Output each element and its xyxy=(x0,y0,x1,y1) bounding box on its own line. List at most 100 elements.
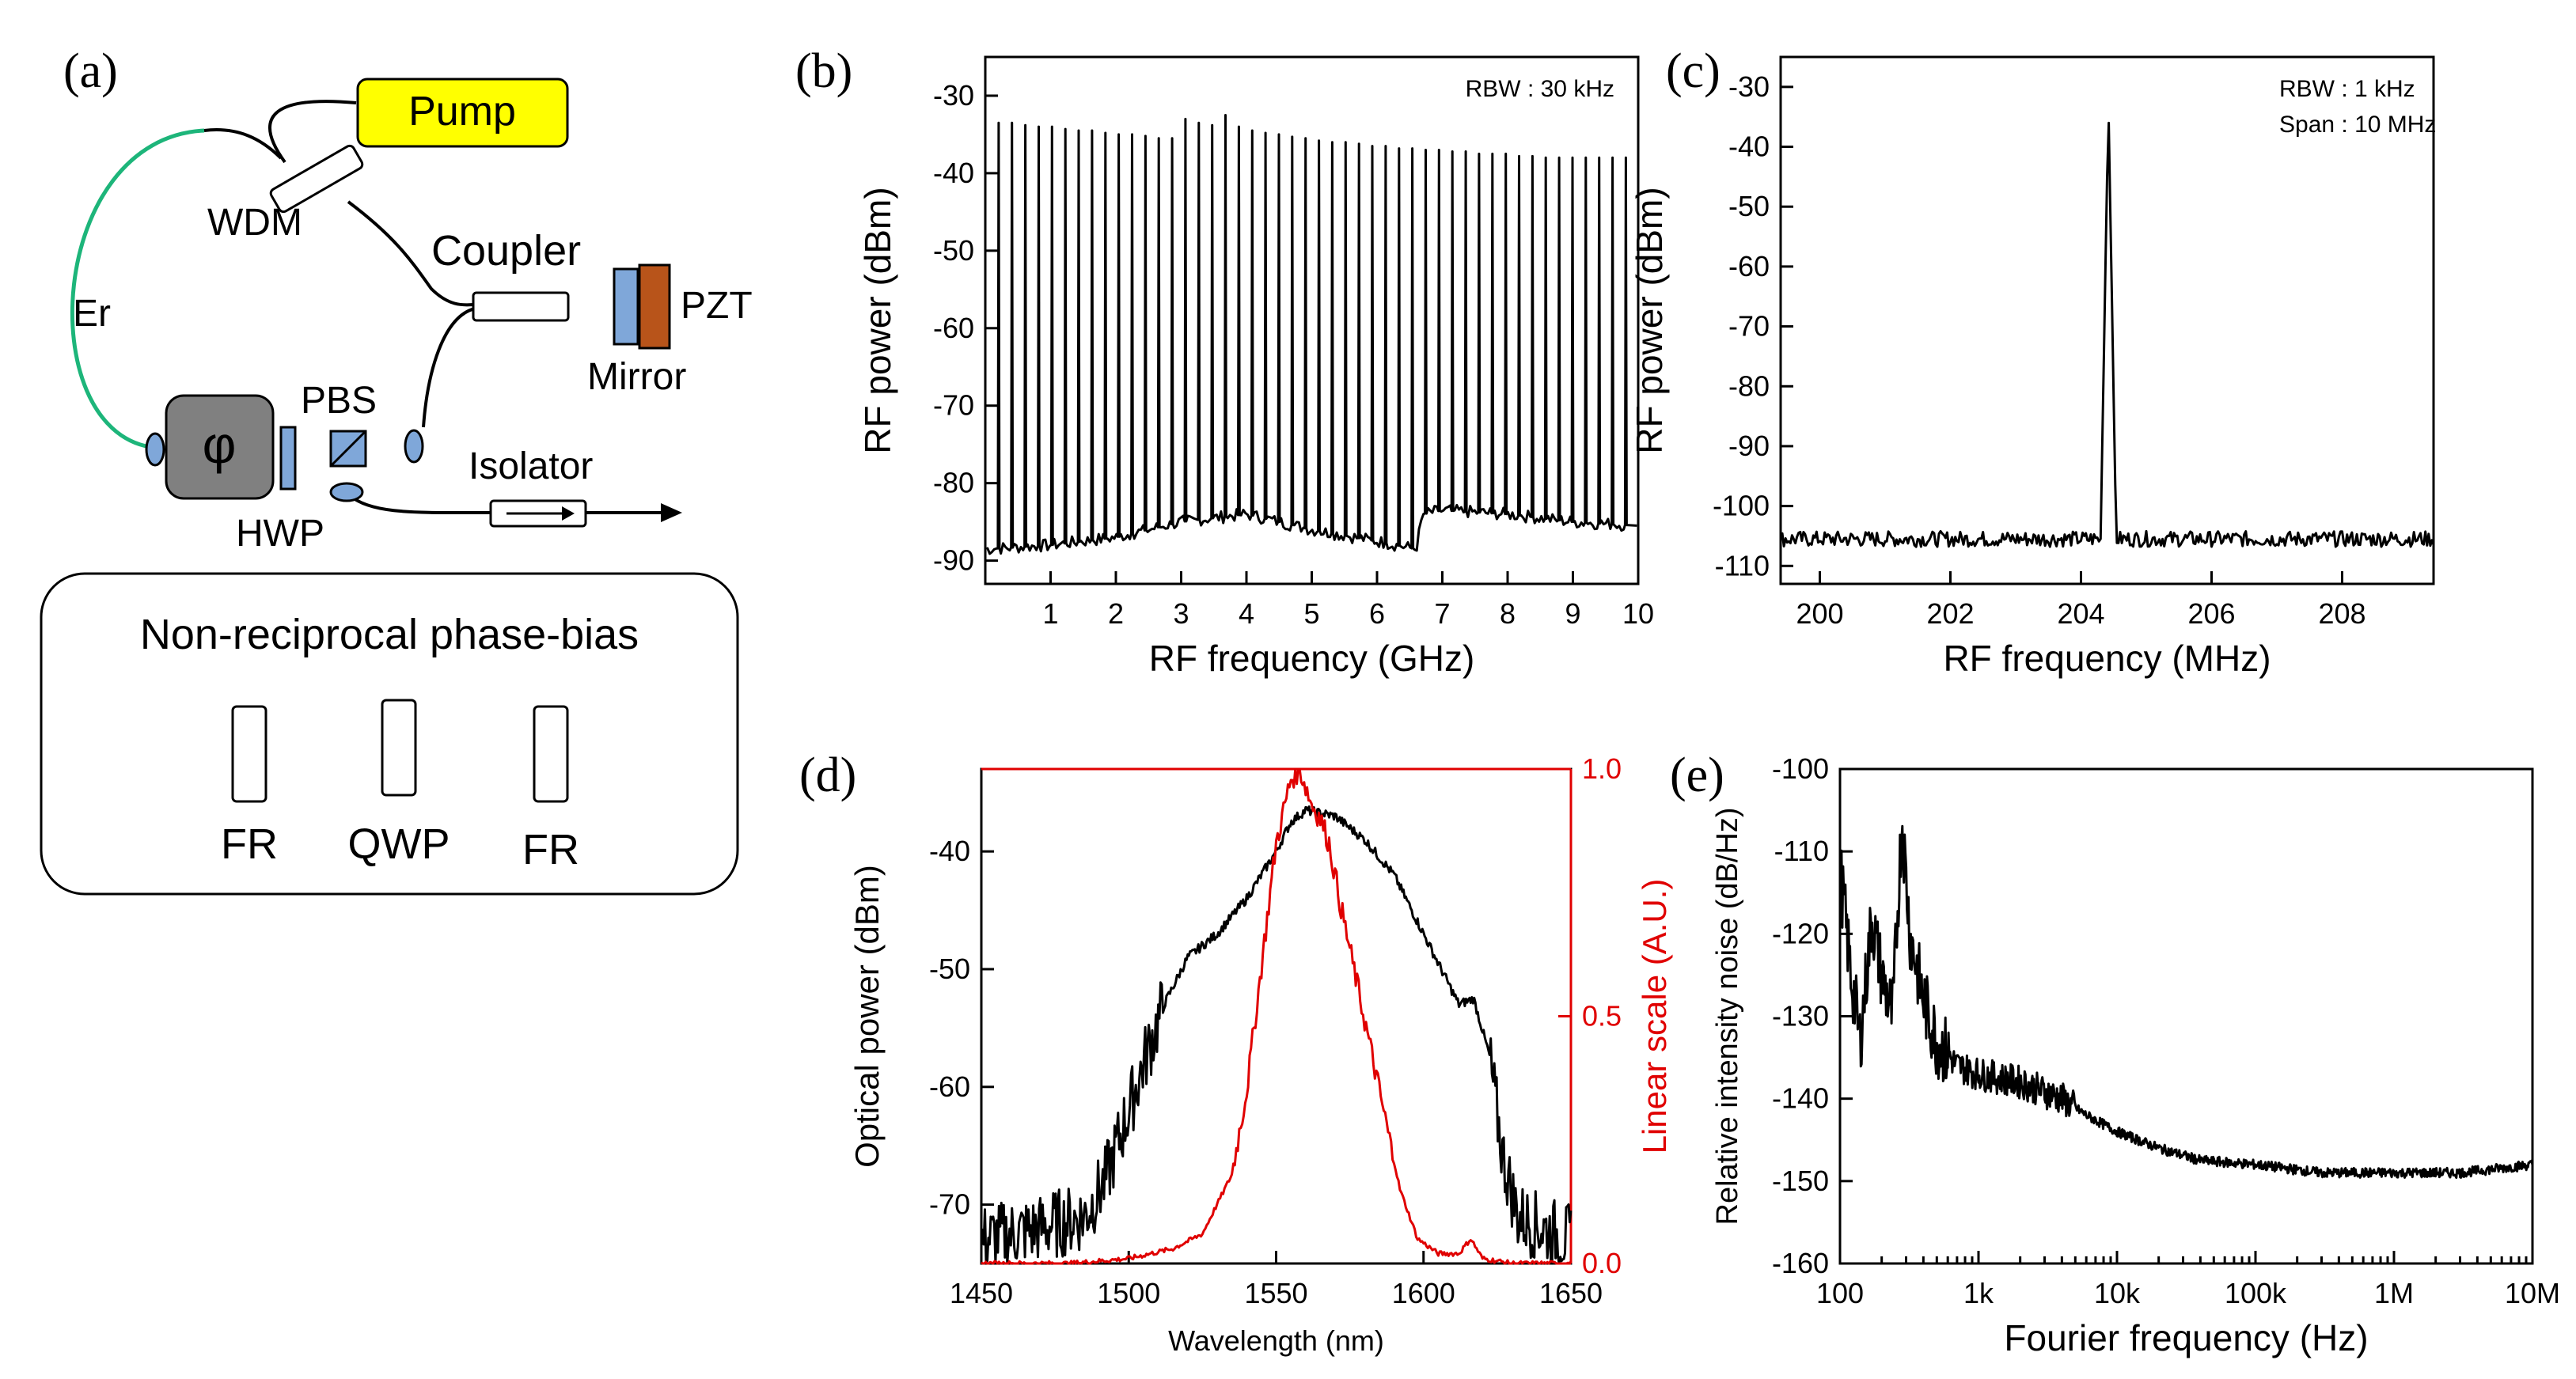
y-tick-label: -50 xyxy=(933,234,974,267)
pump-box xyxy=(356,78,569,148)
output-arrow xyxy=(661,503,682,522)
phi-label: φ xyxy=(203,415,237,474)
y-tick-label: -50 xyxy=(929,953,970,985)
y-tick-label: -40 xyxy=(1728,131,1770,163)
y-axis-label: RF power (dBm) xyxy=(1629,187,1670,453)
y-tick-label: -30 xyxy=(933,79,974,112)
plot-frame xyxy=(984,55,1640,585)
x-tick-label: 2 xyxy=(1108,597,1124,630)
y-tick-label: -90 xyxy=(933,544,974,577)
fr-label-2: FR xyxy=(522,826,579,873)
x-tick-label: 5 xyxy=(1303,597,1319,630)
rbw-annotation: RBW : 30 kHz xyxy=(1466,76,1614,102)
collimator-right xyxy=(404,429,424,464)
y-tick-label: -140 xyxy=(1772,1082,1829,1115)
pbs-diagonal xyxy=(329,430,367,468)
y-right-tick-label: 0.0 xyxy=(1582,1247,1622,1279)
x-tick-label: 10 xyxy=(1622,597,1654,630)
x-tick-label: 1450 xyxy=(950,1277,1013,1309)
y-right-tick-label: 0.5 xyxy=(1582,1000,1622,1032)
y-right-tick-label: 1.0 xyxy=(1582,752,1622,785)
pbs-label: PBS xyxy=(301,380,377,422)
panel-a-diagram: (a) Pump WDM Er Coupler PZT Mirror xyxy=(40,44,753,896)
x-tick-label: 1550 xyxy=(1244,1277,1307,1309)
x-tick-label: 10k xyxy=(2094,1277,2141,1309)
qwp-element xyxy=(381,699,417,797)
y-tick-label: -40 xyxy=(933,157,974,189)
x-tick-label: 1650 xyxy=(1539,1277,1603,1309)
x-tick-label: 3 xyxy=(1173,597,1189,630)
panel-label-e: (e) xyxy=(1670,748,1724,802)
y-tick-label: -60 xyxy=(929,1070,970,1103)
fr-element-1 xyxy=(231,705,267,803)
y-tick-label: -110 xyxy=(1715,549,1770,582)
fundamental-beat-trace xyxy=(1779,121,2435,548)
x-tick-label: 8 xyxy=(1500,597,1516,630)
y-tick-label: -100 xyxy=(1713,490,1770,522)
rin-trace xyxy=(1838,824,2534,1179)
panel-label-d: (d) xyxy=(799,748,856,802)
fiber-pump xyxy=(268,100,357,164)
coupler-label: Coupler xyxy=(431,227,581,275)
fr-label-1: FR xyxy=(221,820,278,868)
y-tick-label: -70 xyxy=(933,389,974,422)
y-axis-label: Relative intensity noise (dB/Hz) xyxy=(1711,808,1744,1226)
fr-element-2 xyxy=(533,705,569,803)
panel-label-a: (a) xyxy=(63,44,118,98)
panel-label-b: (b) xyxy=(795,44,852,98)
x-tick-label: 7 xyxy=(1434,597,1450,630)
hwp-label: HWP xyxy=(236,513,324,555)
fiber-output xyxy=(347,493,491,515)
er-label: Er xyxy=(73,293,111,335)
y-tick-label: -50 xyxy=(1728,190,1770,222)
wdm-component xyxy=(269,144,364,214)
er-fiber xyxy=(70,128,205,449)
y-tick-label: -60 xyxy=(1728,250,1770,282)
pzt-label: PZT xyxy=(681,285,753,327)
y-right-axis-label: Linear scale (A.U.) xyxy=(1636,879,1673,1154)
phi-box xyxy=(165,394,275,500)
phase-bias-title: Non-reciprocal phase-bias xyxy=(140,611,639,658)
y-tick-label: -120 xyxy=(1772,917,1829,949)
x-tick-label: 1600 xyxy=(1392,1277,1455,1309)
optical-spectrum-log-trace xyxy=(980,805,1573,1265)
x-axis-label: RF frequency (GHz) xyxy=(1149,638,1475,679)
x-tick-label: 1 xyxy=(1042,597,1058,630)
mirror-component xyxy=(613,267,639,346)
x-tick-label: 208 xyxy=(2318,597,2365,630)
x-tick-label: 100k xyxy=(2225,1277,2287,1309)
fiber-wdm-coupler xyxy=(347,200,476,307)
y-tick-label: -70 xyxy=(1728,310,1770,343)
plot-frame xyxy=(1779,55,2435,585)
x-tick-label: 6 xyxy=(1369,597,1385,630)
y-tick-label: -150 xyxy=(1772,1165,1829,1197)
y-axis-label: Optical power (dBm) xyxy=(848,865,886,1168)
fiber-to-wdm xyxy=(203,128,283,160)
rbw-annotation: RBW : 1 kHz xyxy=(2279,76,2415,102)
x-tick-label: 200 xyxy=(1796,597,1843,630)
x-tick-label: 202 xyxy=(1926,597,1974,630)
mirror-label: Mirror xyxy=(587,356,686,398)
y-tick-label: -100 xyxy=(1772,752,1829,785)
x-axis-label: Fourier frequency (Hz) xyxy=(2004,1317,2368,1358)
panel-c-chart: (c) 200 202 204 206 208 -30 -40 -50 -60 -70 -80 -90 -… xyxy=(1629,44,2436,679)
x-tick-label: 9 xyxy=(1565,597,1580,630)
hwp-component xyxy=(279,426,297,491)
panel-e-chart: (e) 100 1k 10k 100k 1M 10M -100 -110 -120 -130 -140… xyxy=(1670,748,2560,1358)
fiber-coupler-pbs xyxy=(422,307,476,428)
collimator-left xyxy=(145,432,165,467)
isolator-arrow-head xyxy=(562,506,575,521)
y-tick-label: -110 xyxy=(1774,835,1829,867)
span-annotation: Span : 10 MHz xyxy=(2279,112,2436,138)
x-tick-label: 1M xyxy=(2374,1277,2414,1309)
wdm-label: WDM xyxy=(207,202,302,244)
optical-spectrum-linear-trace xyxy=(981,767,1573,1265)
x-axis-label: Wavelength (nm) xyxy=(1168,1324,1384,1357)
y-tick-label: -60 xyxy=(933,312,974,344)
x-tick-label: 4 xyxy=(1239,597,1254,630)
y-axis-label: RF power (dBm) xyxy=(857,187,898,453)
rf-spectrum-trace xyxy=(986,114,1637,555)
x-tick-label: 10M xyxy=(2505,1277,2560,1309)
panel-label-c: (c) xyxy=(1666,44,1720,98)
